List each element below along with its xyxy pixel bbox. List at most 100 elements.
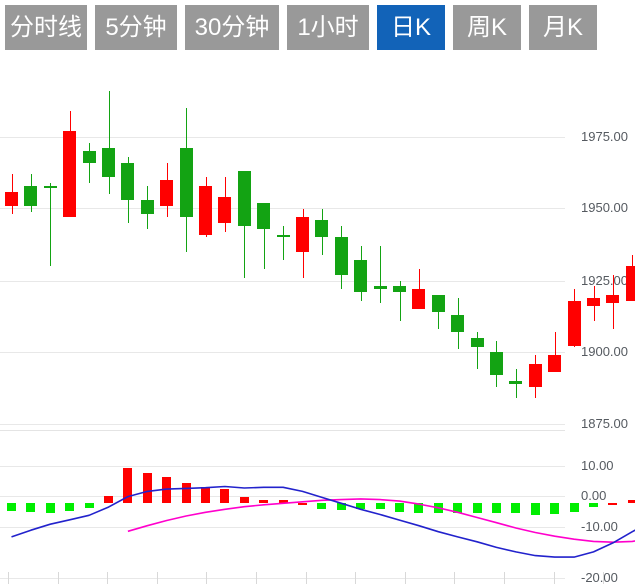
candle-body[interactable]: [490, 352, 503, 376]
candle-wick: [477, 332, 478, 370]
macd-histogram-bar: [395, 503, 404, 512]
period-tab-bar: 分时线 5分钟 30分钟 1小时 日K 周K 月K: [0, 0, 635, 56]
tab-30min[interactable]: 30分钟: [185, 5, 279, 50]
tab-5min[interactable]: 5分钟: [95, 5, 177, 50]
macd-histogram-bar: [530, 503, 540, 515]
candle-body[interactable]: [431, 294, 445, 313]
macd-histogram-bar: [220, 489, 230, 504]
candle-wick: [380, 246, 381, 304]
candle-body[interactable]: [160, 180, 174, 206]
macd-histogram-bar: [375, 503, 385, 510]
macd-histogram-bar: [336, 503, 346, 510]
time-axis-tick: [603, 572, 605, 584]
macd-histogram-bar: [239, 496, 249, 504]
candle-body[interactable]: [470, 337, 484, 347]
tab-timeline[interactable]: 分时线: [5, 5, 87, 50]
tab-month-k[interactable]: 月K: [529, 5, 597, 50]
tab-day-k[interactable]: 日K: [377, 5, 445, 50]
candle-body[interactable]: [509, 380, 523, 384]
candle-body[interactable]: [5, 191, 18, 206]
candle-body[interactable]: [43, 185, 57, 188]
tab-week-k[interactable]: 周K: [453, 5, 521, 50]
candle-body[interactable]: [334, 237, 348, 275]
macd-histogram-bar: [472, 503, 482, 513]
candle-body[interactable]: [606, 294, 620, 304]
macd-histogram-bar: [201, 486, 210, 504]
time-axis-tick: [504, 572, 505, 584]
time-axis-tick: [8, 572, 9, 584]
candle-body[interactable]: [528, 363, 542, 387]
price-gridline: [0, 424, 565, 425]
macd-histogram-bar: [414, 503, 424, 514]
candle-body[interactable]: [140, 200, 154, 215]
macd-histogram-bar: [298, 502, 307, 505]
candle-body[interactable]: [451, 314, 465, 333]
candle-body[interactable]: [587, 297, 600, 307]
tab-1hour[interactable]: 1小时: [287, 5, 369, 50]
macd-histogram-bar: [550, 503, 560, 515]
candle-body[interactable]: [218, 197, 232, 224]
macd-dif-line: [11, 485, 635, 558]
candle-body[interactable]: [102, 148, 115, 178]
macd-histogram-bar: [589, 503, 598, 508]
macd-histogram-bar: [492, 503, 501, 514]
candle-wick: [516, 369, 517, 399]
time-axis-tick: [355, 572, 357, 584]
candle-wick: [50, 182, 51, 267]
macd-histogram-bar: [7, 503, 16, 511]
candle-wick: [264, 205, 265, 269]
time-axis-tick: [553, 572, 555, 584]
candle-body[interactable]: [82, 151, 96, 163]
candle-body[interactable]: [276, 234, 290, 238]
macd-histogram-bar: [627, 499, 635, 504]
macd-histogram-bar: [278, 499, 288, 504]
macd-axis-label: 0.00: [581, 488, 607, 503]
time-axis-tick: [107, 572, 109, 584]
candle-wick: [244, 220, 245, 278]
price-axis-label: 1950.00: [581, 200, 628, 215]
price-gridline: [0, 352, 565, 353]
candle-body[interactable]: [393, 286, 406, 292]
time-axis-tick: [57, 572, 59, 584]
macd-histogram-bar: [181, 482, 191, 504]
price-axis-label: 1900.00: [581, 344, 628, 359]
macd-histogram-bar: [142, 472, 152, 504]
candle-body[interactable]: [373, 286, 387, 290]
time-axis-tick: [206, 572, 208, 584]
macd-line-overlay: [11, 485, 635, 558]
candle-body[interactable]: [567, 300, 581, 347]
candle-body[interactable]: [24, 185, 38, 206]
macd-histogram-bar: [511, 503, 521, 514]
candle-body[interactable]: [237, 171, 251, 226]
candle-wick: [109, 91, 110, 195]
candle-body[interactable]: [179, 148, 193, 218]
candle-body[interactable]: [296, 217, 309, 252]
candle-body[interactable]: [121, 162, 135, 201]
candle-body[interactable]: [548, 355, 562, 373]
time-axis-tick: [454, 572, 456, 584]
macd-indicator-panel: 10.00 0.00 -10.00 -20.00: [0, 430, 635, 588]
macd-histogram-bar: [608, 502, 618, 505]
macd-histogram-bar: [259, 499, 269, 504]
candle-wick: [419, 269, 420, 304]
macd-axis-label: -20.00: [581, 570, 618, 585]
price-gridline: [0, 137, 565, 138]
price-gridline: [0, 208, 565, 209]
macd-gridline: [0, 466, 565, 467]
time-axis-tick: [404, 572, 406, 584]
candle-body[interactable]: [199, 185, 212, 235]
candle-body[interactable]: [625, 266, 635, 301]
price-chart-panel: 1975.00 1950.00 1925.00 1900.00 1875.00: [0, 62, 635, 431]
macd-axis-label: -10.00: [581, 519, 618, 534]
candle-body[interactable]: [412, 289, 426, 310]
price-axis-label: 1975.00: [581, 129, 628, 144]
candle-body[interactable]: [63, 131, 77, 218]
macd-histogram-bar: [26, 503, 36, 512]
candle-wick: [283, 225, 284, 261]
macd-histogram-bar: [84, 503, 94, 508]
candle-body[interactable]: [354, 260, 368, 292]
macd-histogram-bar: [45, 503, 55, 513]
candle-body[interactable]: [315, 220, 329, 238]
candle-body[interactable]: [257, 203, 271, 229]
